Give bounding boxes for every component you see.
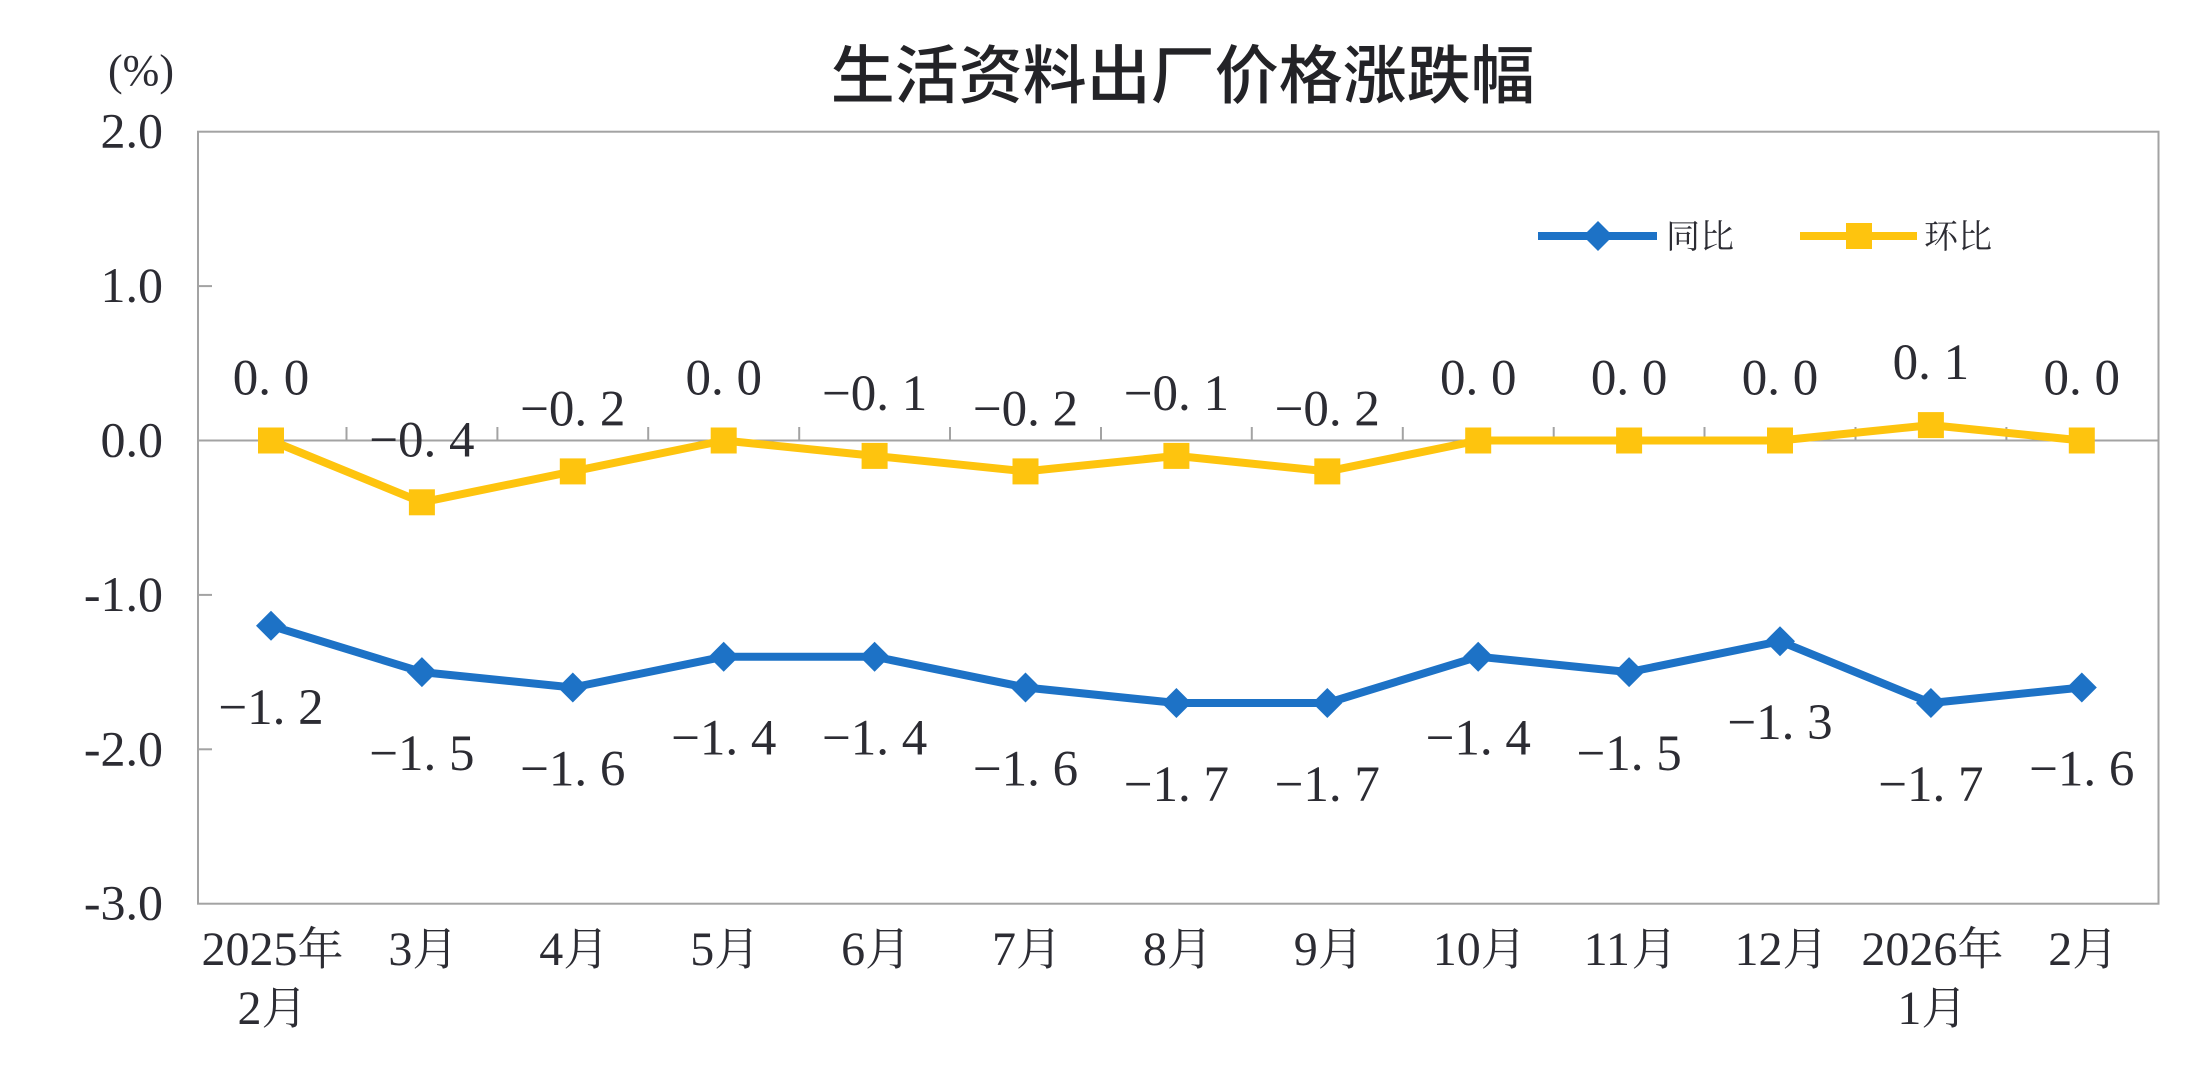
svg-text:3: 3 [388, 923, 412, 976]
svg-text:-3.0: -3.0 [84, 875, 163, 931]
svg-text:−1. 4: −1. 4 [822, 711, 927, 767]
svg-text:−0. 1: −0. 1 [822, 366, 927, 422]
svg-text:11: 11 [1584, 923, 1630, 976]
svg-text:−1. 6: −1. 6 [973, 742, 1078, 798]
svg-text:4: 4 [539, 923, 563, 976]
svg-text:5: 5 [690, 923, 714, 976]
svg-text:8: 8 [1143, 923, 1167, 976]
svg-text:−1. 5: −1. 5 [369, 726, 474, 782]
svg-text:2.0: 2.0 [101, 103, 164, 159]
svg-text:12: 12 [1735, 923, 1783, 976]
svg-text:−1. 7: −1. 7 [1275, 757, 1380, 813]
svg-text:2025: 2025 [202, 923, 298, 976]
svg-text:−0. 2: −0. 2 [520, 381, 625, 437]
svg-text:−1. 5: −1. 5 [1576, 726, 1681, 782]
svg-text:10: 10 [1433, 923, 1481, 976]
svg-text:1: 1 [1897, 982, 1921, 1035]
svg-text:2: 2 [238, 982, 262, 1035]
svg-text:−0. 1: −0. 1 [1124, 366, 1229, 422]
svg-text:-2.0: -2.0 [84, 720, 163, 776]
svg-text:−1. 4: −1. 4 [1426, 711, 1531, 767]
svg-text:−1. 7: −1. 7 [1124, 757, 1229, 813]
svg-text:2026: 2026 [1861, 923, 1957, 976]
svg-text:0. 1: 0. 1 [1893, 335, 1970, 391]
svg-text:0. 0: 0. 0 [685, 351, 762, 407]
svg-text:0. 0: 0. 0 [1742, 351, 1819, 407]
svg-text:0. 0: 0. 0 [233, 351, 310, 407]
svg-text:−1. 2: −1. 2 [218, 680, 323, 736]
svg-text:0. 0: 0. 0 [1591, 351, 1668, 407]
svg-text:−1. 6: −1. 6 [2029, 742, 2134, 798]
svg-text:−1. 4: −1. 4 [671, 711, 776, 767]
svg-text:0. 0: 0. 0 [1440, 351, 1517, 407]
svg-text:-1.0: -1.0 [84, 566, 163, 622]
svg-text:−1. 7: −1. 7 [1878, 757, 1983, 813]
svg-text:−1. 6: −1. 6 [520, 742, 625, 798]
svg-text:9: 9 [1294, 923, 1318, 976]
svg-text:(%): (%) [108, 46, 174, 95]
svg-text:0. 0: 0. 0 [2044, 351, 2121, 407]
svg-text:−0. 2: −0. 2 [973, 381, 1078, 437]
svg-text:2: 2 [2048, 923, 2072, 976]
svg-text:7: 7 [992, 923, 1016, 976]
svg-text:6: 6 [841, 923, 865, 976]
svg-text:−0. 2: −0. 2 [1275, 381, 1380, 437]
svg-text:−0. 4: −0. 4 [369, 412, 474, 468]
svg-text:−1. 3: −1. 3 [1727, 695, 1832, 751]
svg-text:1.0: 1.0 [101, 257, 164, 313]
svg-text:0.0: 0.0 [101, 412, 164, 468]
